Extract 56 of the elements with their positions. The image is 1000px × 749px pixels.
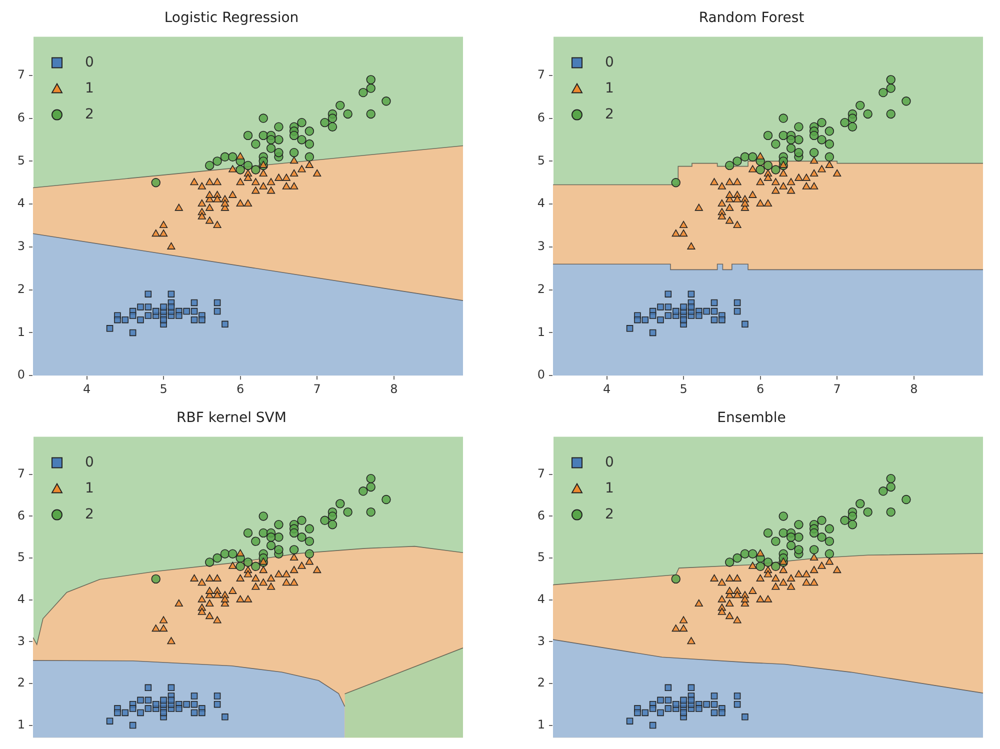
y-tick-label: 4 bbox=[537, 592, 545, 606]
y-tick-label: 2 bbox=[537, 676, 545, 690]
y-tick-label: 1 bbox=[537, 717, 545, 732]
chart-title: RBF kernel SVM bbox=[176, 410, 286, 426]
y-tick-label: 7 bbox=[537, 68, 545, 82]
y-tick-label: 6 bbox=[17, 110, 25, 124]
y-tick-label: 0 bbox=[17, 368, 25, 382]
legend-label: 1 bbox=[85, 80, 94, 96]
y-tick-label: 2 bbox=[17, 676, 25, 690]
legend-label: 2 bbox=[605, 506, 614, 522]
y-tick-label: 6 bbox=[537, 508, 545, 522]
legend-label: 2 bbox=[85, 106, 94, 122]
legend-label: 0 bbox=[605, 54, 614, 70]
y-tick-label: 3 bbox=[537, 634, 545, 648]
x-tick-label: 4 bbox=[602, 382, 611, 396]
y-tick-label: 1 bbox=[17, 324, 25, 339]
legend-label: 2 bbox=[605, 106, 614, 122]
x-tick-label: 4 bbox=[82, 382, 91, 396]
x-tick-label: 5 bbox=[680, 382, 688, 396]
legend-label: 1 bbox=[605, 80, 614, 96]
chart-title: Ensemble bbox=[717, 410, 786, 426]
y-tick-label: 3 bbox=[537, 239, 545, 254]
x-tick-label: 7 bbox=[313, 382, 321, 396]
y-tick-label: 4 bbox=[537, 196, 545, 210]
x-tick-label: 6 bbox=[756, 382, 764, 396]
y-tick-label: 2 bbox=[17, 282, 25, 296]
y-tick-label: 6 bbox=[537, 110, 545, 124]
chart-title: Logistic Regression bbox=[164, 10, 299, 26]
y-tick-label: 0 bbox=[537, 368, 545, 382]
y-tick-label: 4 bbox=[17, 592, 25, 606]
legend-label: 2 bbox=[85, 506, 94, 522]
legend-label: 0 bbox=[605, 454, 614, 470]
x-tick-label: 5 bbox=[160, 382, 168, 396]
y-tick-label: 5 bbox=[17, 153, 25, 168]
y-tick-label: 5 bbox=[537, 550, 545, 564]
chart-title: Random Forest bbox=[698, 10, 805, 26]
x-tick-label: 7 bbox=[833, 382, 841, 396]
y-tick-label: 5 bbox=[537, 153, 545, 168]
legend-label: 0 bbox=[85, 54, 94, 70]
y-tick-label: 1 bbox=[17, 717, 25, 732]
legend-label: 1 bbox=[605, 480, 614, 496]
y-tick-label: 4 bbox=[17, 196, 25, 210]
x-tick-label: 8 bbox=[910, 382, 918, 396]
y-tick-label: 1 bbox=[537, 324, 545, 339]
y-tick-label: 7 bbox=[17, 466, 25, 481]
legend-label: 1 bbox=[85, 480, 94, 496]
y-tick-label: 7 bbox=[17, 68, 25, 82]
y-tick-label: 7 bbox=[537, 466, 545, 481]
y-tick-label: 3 bbox=[17, 239, 25, 254]
legend-label: 0 bbox=[85, 454, 94, 470]
y-tick-label: 2 bbox=[537, 282, 545, 296]
y-tick-label: 3 bbox=[17, 634, 25, 648]
x-tick-label: 8 bbox=[390, 382, 398, 396]
x-tick-label: 6 bbox=[236, 382, 244, 396]
y-tick-label: 5 bbox=[17, 550, 25, 564]
y-tick-label: 6 bbox=[17, 508, 25, 522]
